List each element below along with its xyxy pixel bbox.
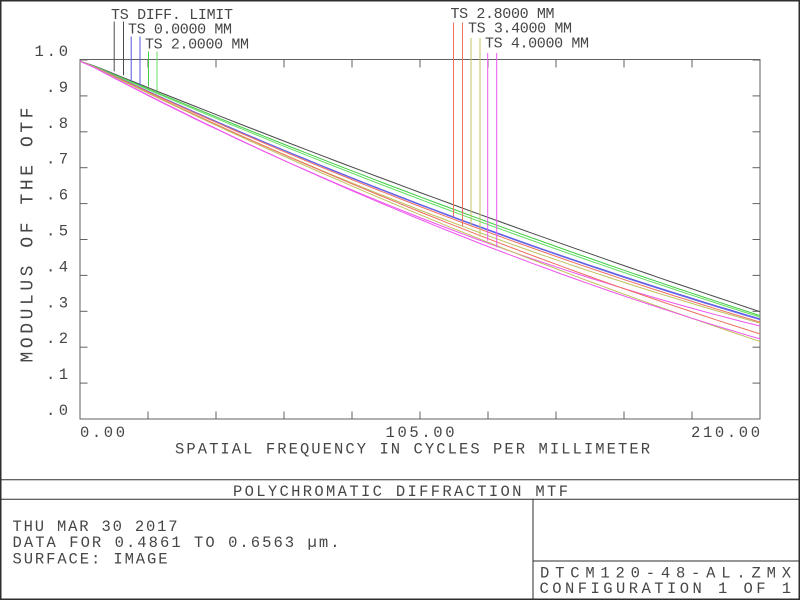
svg-text:TS 2.0000 MM: TS 2.0000 MM xyxy=(145,37,249,54)
svg-text:SURFACE: IMAGE: SURFACE: IMAGE xyxy=(13,551,168,569)
svg-text:POLYCHROMATIC DIFFRACTION MTF: POLYCHROMATIC DIFFRACTION MTF xyxy=(233,483,568,501)
svg-text:TS 2.8000 MM: TS 2.8000 MM xyxy=(451,6,555,23)
svg-text:TS 0.0000 MM: TS 0.0000 MM xyxy=(128,22,232,39)
svg-text:DATA FOR 0.4861 TO 0.6563 µm.: DATA FOR 0.4861 TO 0.6563 µm. xyxy=(13,534,340,552)
svg-text:THU MAR 30 2017: THU MAR 30 2017 xyxy=(13,518,178,536)
svg-text:TS DIFF. LIMIT: TS DIFF. LIMIT xyxy=(111,7,233,24)
svg-text:TS 4.0000 MM: TS 4.0000 MM xyxy=(485,36,589,53)
svg-text:DTCM120-48-AL.ZMX: DTCM120-48-AL.ZMX xyxy=(540,565,792,583)
svg-text:TS 3.4000 MM: TS 3.4000 MM xyxy=(468,21,572,38)
svg-text:1.0: 1.0 xyxy=(35,43,69,61)
